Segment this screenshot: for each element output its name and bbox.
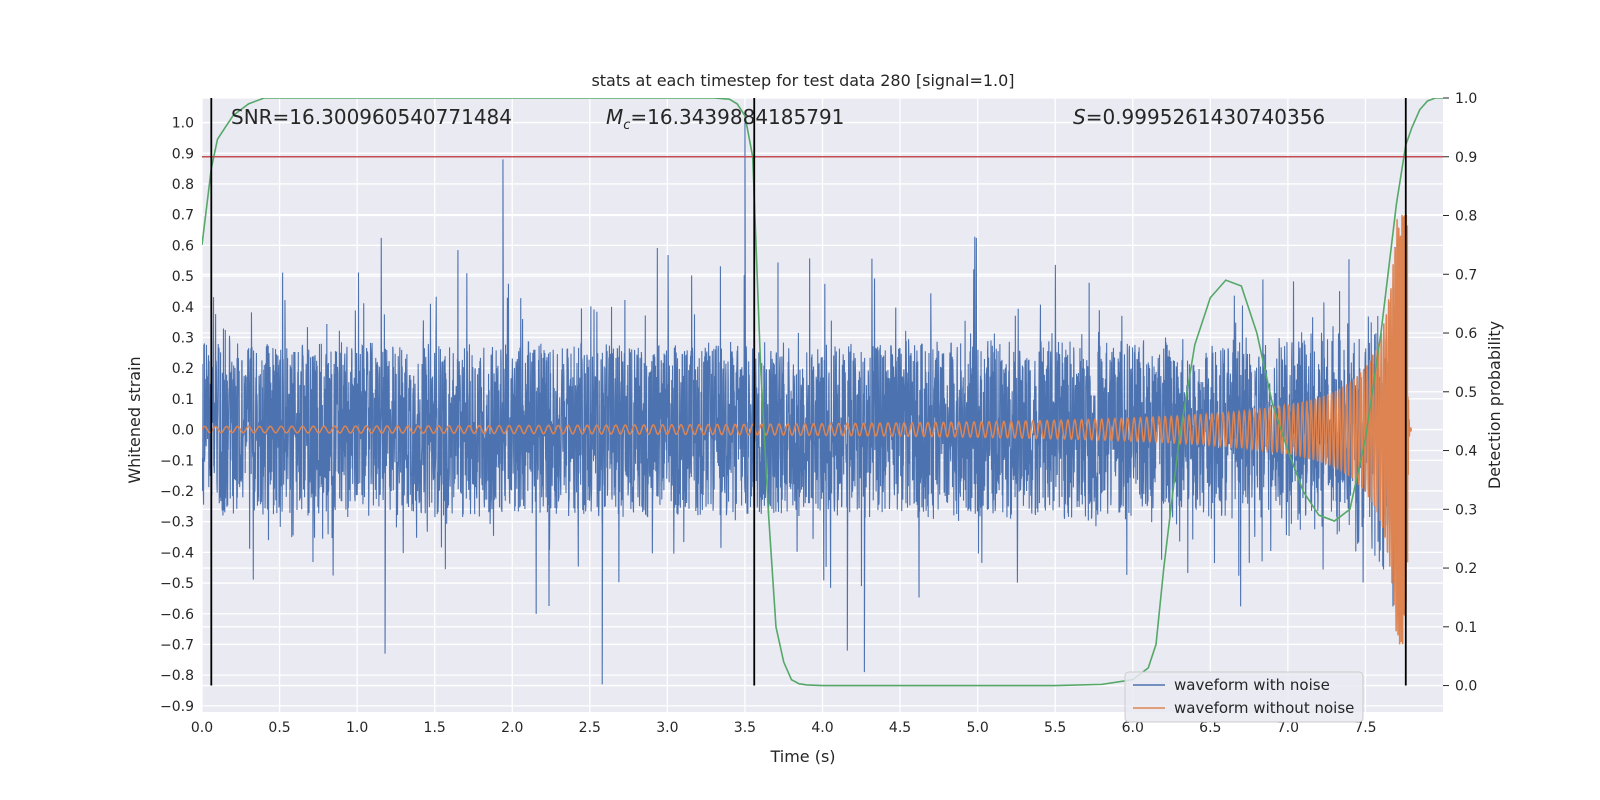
legend: waveform with noise waveform without noi…	[1124, 671, 1364, 723]
y-tick-label: 0.3	[172, 330, 194, 346]
y-tick-label: −0.9	[160, 699, 194, 715]
x-tick-label: 4.5	[889, 720, 911, 736]
vertical-markers	[210, 98, 1407, 686]
y-tick-label: −0.5	[160, 576, 194, 592]
mc-symbol: M	[606, 105, 623, 129]
snr-annotation: SNR=16.300960540771484	[231, 105, 512, 129]
y-tick-label: 0.1	[172, 392, 194, 408]
y-tick-label: 0.5	[172, 269, 194, 285]
legend-label-noise: waveform with noise	[1174, 676, 1330, 694]
y-tick-label: −0.2	[160, 484, 194, 500]
x-axis-label: Time (s)	[769, 747, 835, 766]
x-tick-label: 7.0	[1277, 720, 1299, 736]
y2-tick-label: 0.8	[1455, 209, 1477, 225]
y2-tick-label: 0.4	[1455, 444, 1477, 460]
score-annotation: S=0.9995261430740356	[1073, 105, 1325, 129]
x-tick-label: 0.0	[191, 720, 213, 736]
y-tick-label: 0.4	[172, 300, 194, 316]
x-axis: 0.0 0.5 1.0 1.5 2.0 2.5 3.0 3.5 4.0 4.5 5.0 5.5 6.0 6…	[191, 720, 1377, 736]
y-tick-label: 1.0	[172, 116, 194, 132]
x-tick-label: 3.0	[656, 720, 678, 736]
y2-tick-label: 0.6	[1455, 326, 1477, 342]
x-tick-label: 2.5	[579, 720, 601, 736]
y2-tick-label: 0.9	[1455, 150, 1477, 166]
chirp-mass-annotation: Mc=16.3439884185791	[606, 105, 844, 133]
x-tick-label: 3.5	[734, 720, 756, 736]
mc-subscript: c	[623, 118, 630, 133]
x-tick-label: 1.0	[346, 720, 368, 736]
y-tick-label: −0.4	[160, 545, 194, 561]
y-axis-right: 1.0 0.9 0.8 0.7 0.6 0.5 0.4 0.3 0.2 0.1 0.0	[1443, 91, 1477, 695]
legend-box	[1124, 671, 1364, 723]
y-axis-label: Whitened strain	[125, 356, 144, 483]
series-waveform-with-noise	[202, 122, 1407, 685]
x-tick-label: 6.5	[1199, 720, 1221, 736]
x-tick-label: 0.5	[268, 720, 290, 736]
y-tick-label: −0.7	[160, 637, 194, 653]
y-tick-label: −0.3	[160, 515, 194, 531]
y-tick-label: 0.9	[172, 146, 194, 162]
y2-tick-label: 0.1	[1455, 620, 1477, 636]
y2-tick-label: 0.0	[1455, 679, 1477, 695]
y-tick-label: 0.8	[172, 177, 194, 193]
y2-axis-label: Detection probability	[1485, 321, 1504, 489]
y-tick-label: −0.8	[160, 668, 194, 684]
x-tick-label: 6.0	[1122, 720, 1144, 736]
y-tick-label: 0.6	[172, 238, 194, 254]
mc-value: =16.3439884185791	[630, 105, 844, 129]
x-tick-label: 4.0	[811, 720, 833, 736]
y2-tick-label: 0.5	[1455, 385, 1477, 401]
s-value: =0.9995261430740356	[1086, 105, 1325, 129]
y-tick-label: 0.2	[172, 361, 194, 377]
x-tick-label: 1.5	[424, 720, 446, 736]
legend-label-clean: waveform without noise	[1174, 699, 1354, 717]
y2-tick-label: 1.0	[1455, 91, 1477, 107]
y-tick-label: 0.0	[172, 423, 194, 439]
y-axis-left: 1.0 0.9 0.8 0.7 0.6 0.5 0.4 0.3 0.2 0.1 0.0 −0.1 −0.…	[160, 116, 194, 715]
y-tick-label: −0.1	[160, 453, 194, 469]
x-tick-label: 5.5	[1044, 720, 1066, 736]
s-symbol: S	[1073, 105, 1086, 129]
series-detection-probability	[202, 98, 1443, 687]
y-tick-label: 0.7	[172, 208, 194, 224]
x-tick-label: 2.0	[501, 720, 523, 736]
y2-tick-label: 0.7	[1455, 267, 1477, 283]
y-tick-label: −0.6	[160, 607, 194, 623]
series-waveform-without-noise	[202, 214, 1413, 645]
x-tick-label: 5.0	[966, 720, 988, 736]
chart-title: stats at each timestep for test data 280…	[591, 71, 1014, 90]
x-tick-label: 7.5	[1354, 720, 1376, 736]
y2-tick-label: 0.3	[1455, 502, 1477, 518]
y2-tick-label: 0.2	[1455, 561, 1477, 577]
